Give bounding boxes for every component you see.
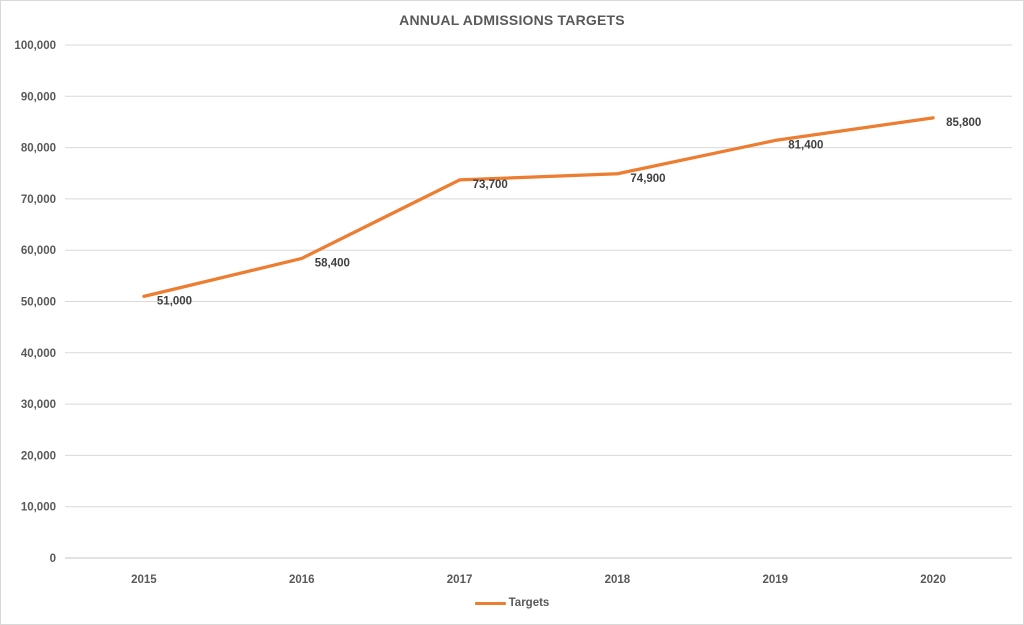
legend: Targets: [1, 597, 1023, 609]
legend-label: Targets: [508, 597, 550, 609]
y-tick-label: 80,000: [21, 143, 56, 155]
data-label: 74,900: [630, 173, 665, 185]
x-tick-label: 2015: [131, 574, 157, 586]
x-tick-label: 2018: [605, 574, 631, 586]
y-tick-label: 10,000: [21, 502, 56, 514]
y-tick-label: 90,000: [21, 91, 56, 103]
y-tick-label: 60,000: [21, 245, 56, 257]
y-tick-label: 30,000: [21, 399, 56, 411]
y-tick-label: 70,000: [21, 194, 56, 206]
data-label: 73,700: [473, 179, 508, 191]
data-label: 81,400: [788, 139, 823, 151]
x-tick-label: 2019: [762, 574, 788, 586]
y-tick-label: 100,000: [14, 40, 56, 52]
x-tick-label: 2016: [289, 574, 315, 586]
y-tick-label: 20,000: [21, 450, 56, 462]
data-label: 58,400: [315, 257, 350, 269]
data-label: 51,000: [157, 295, 192, 307]
data-label: 85,800: [946, 117, 981, 129]
y-tick-label: 0: [50, 553, 56, 565]
series-line-targets: [142, 116, 935, 298]
x-tick-label: 2020: [920, 574, 946, 586]
y-tick-label: 50,000: [21, 297, 56, 309]
y-tick-label: 40,000: [21, 348, 56, 360]
legend-line-marker-icon: [474, 601, 506, 605]
chart-title: ANNUAL ADMISSIONS TARGETS: [399, 12, 625, 28]
x-tick-label: 2017: [447, 574, 473, 586]
